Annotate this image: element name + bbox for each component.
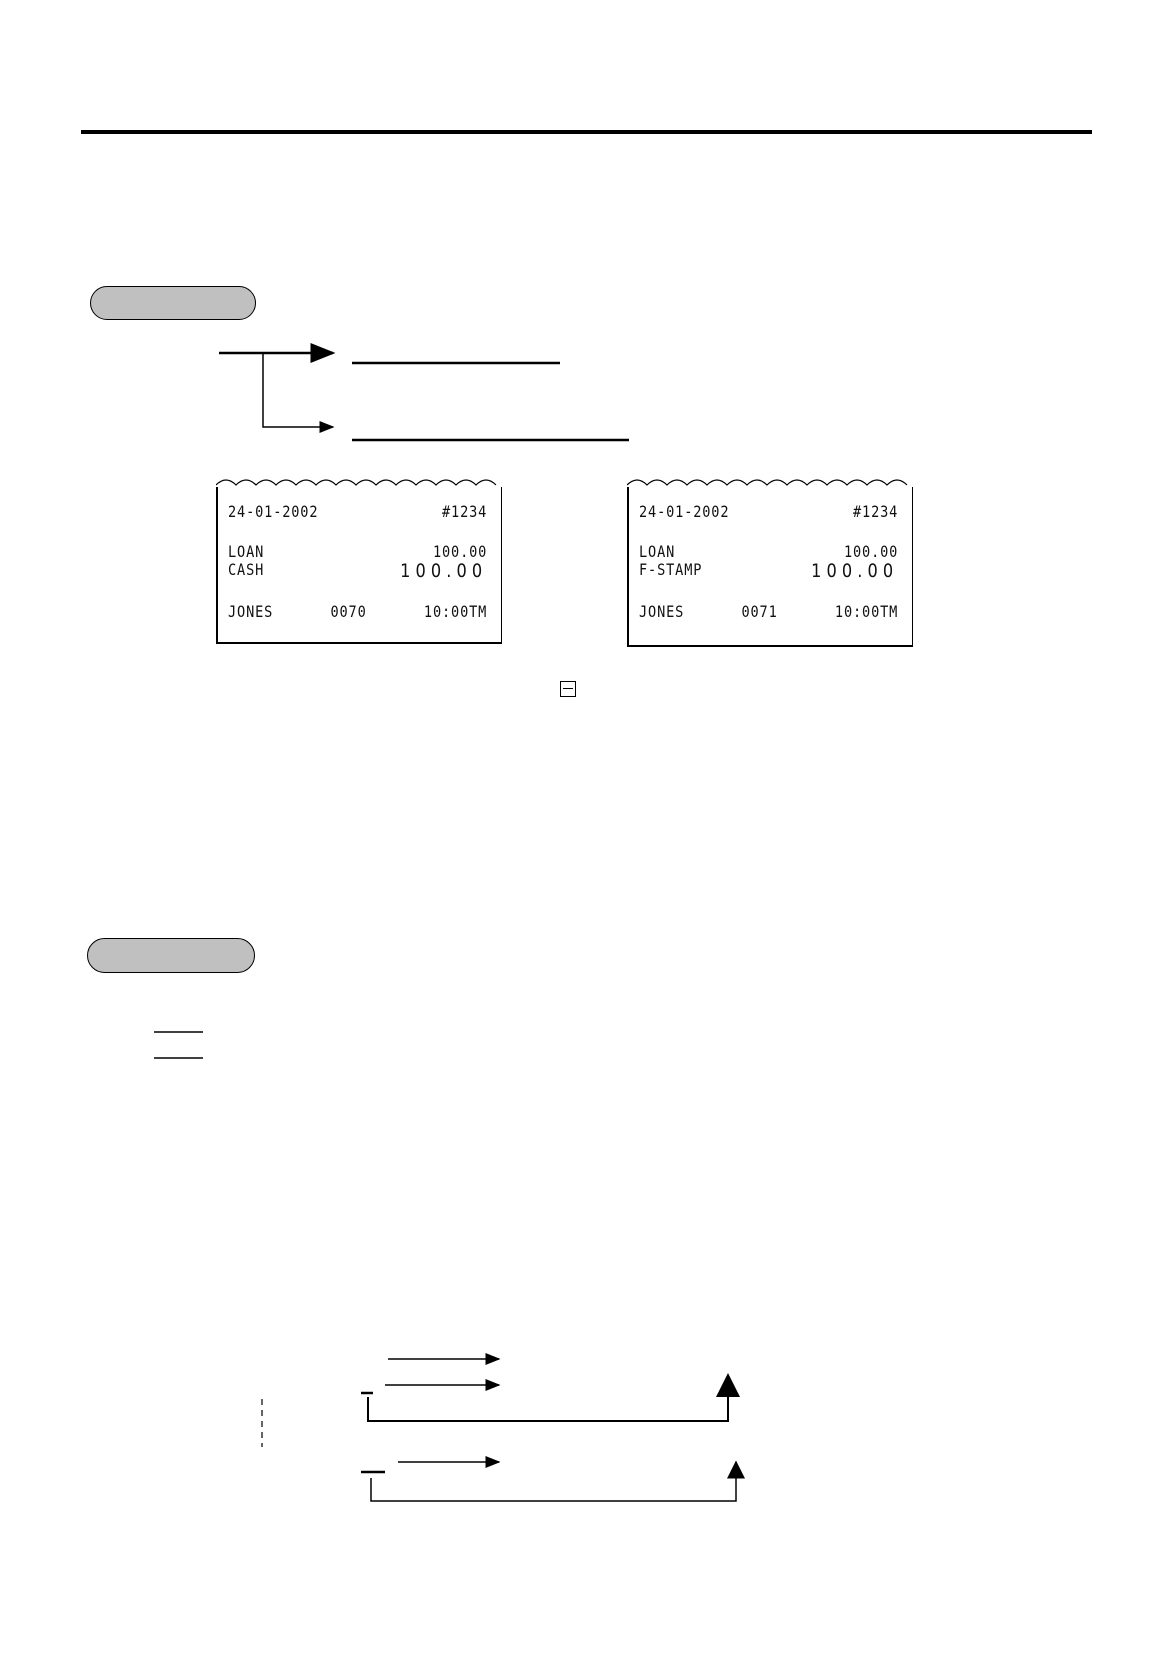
receipt-tear-edge bbox=[216, 479, 497, 486]
receipt-clerk: JONES bbox=[639, 602, 685, 621]
minus-key-icon bbox=[560, 681, 576, 697]
receipt-line1-value: 100.00 bbox=[432, 542, 488, 561]
receipt-consec: 0070 bbox=[330, 602, 367, 621]
receipt-fstamp: 24-01-2002 #1234 LOAN 100.00 F-STAMP 100.00… bbox=[627, 479, 913, 647]
receipt-line1-label: LOAN bbox=[639, 542, 676, 561]
receipt-number: #1234 bbox=[853, 502, 899, 521]
receipt-time: 10:00TM bbox=[423, 602, 488, 621]
section-pill-2 bbox=[87, 938, 255, 973]
header-rule bbox=[81, 130, 1092, 134]
arrow-2 bbox=[262, 353, 335, 433]
loop-arrow-2 bbox=[370, 1460, 745, 1502]
receipt-line2-value: 100.00 bbox=[811, 560, 899, 582]
loop-arrow-1 bbox=[367, 1373, 740, 1422]
receipt-consec: 0071 bbox=[741, 602, 778, 621]
flow-diagram-top bbox=[219, 343, 629, 442]
receipt-tear-edge bbox=[627, 479, 908, 486]
receipt-date: 24-01-2002 bbox=[228, 502, 319, 521]
receipt-time: 10:00TM bbox=[834, 602, 899, 621]
receipt-clerk: JONES bbox=[228, 602, 274, 621]
receipt-line2-value: 100.00 bbox=[400, 560, 488, 582]
receipt-line1-label: LOAN bbox=[228, 542, 265, 561]
receipt-date: 24-01-2002 bbox=[639, 502, 730, 521]
receipt-line2-label: CASH bbox=[228, 560, 265, 579]
receipt-number: #1234 bbox=[442, 502, 488, 521]
receipt-line2-label: F-STAMP bbox=[639, 560, 703, 579]
receipt-cash: 24-01-2002 #1234 LOAN 100.00 CASH 100.00 JO… bbox=[216, 479, 502, 644]
receipt-line1-value: 100.00 bbox=[843, 542, 899, 561]
section-pill-1 bbox=[90, 286, 256, 320]
